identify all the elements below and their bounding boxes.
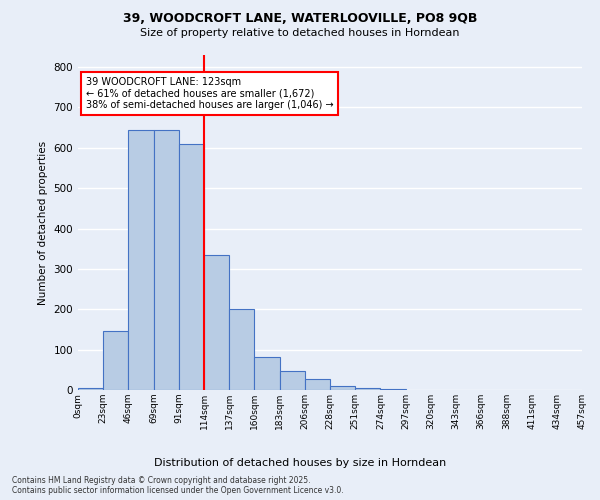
Bar: [254, 356, 280, 390]
Bar: [204, 255, 229, 390]
Bar: [128, 130, 154, 390]
Bar: [355, 388, 380, 390]
Bar: [179, 144, 204, 390]
Text: Contains HM Land Registry data © Crown copyright and database right 2025.
Contai: Contains HM Land Registry data © Crown c…: [12, 476, 344, 495]
Bar: [330, 386, 355, 390]
Text: Size of property relative to detached houses in Horndean: Size of property relative to detached ho…: [140, 28, 460, 38]
Bar: [280, 372, 305, 390]
Bar: [103, 332, 128, 390]
Text: Distribution of detached houses by size in Horndean: Distribution of detached houses by size …: [154, 458, 446, 468]
Text: 39 WOODCROFT LANE: 123sqm
← 61% of detached houses are smaller (1,672)
38% of se: 39 WOODCROFT LANE: 123sqm ← 61% of detac…: [86, 77, 333, 110]
Text: 39, WOODCROFT LANE, WATERLOOVILLE, PO8 9QB: 39, WOODCROFT LANE, WATERLOOVILLE, PO8 9…: [123, 12, 477, 26]
Bar: [229, 310, 254, 390]
Bar: [380, 389, 406, 390]
Bar: [78, 388, 103, 390]
Bar: [154, 130, 179, 390]
Y-axis label: Number of detached properties: Number of detached properties: [38, 140, 48, 304]
Bar: [305, 378, 330, 390]
